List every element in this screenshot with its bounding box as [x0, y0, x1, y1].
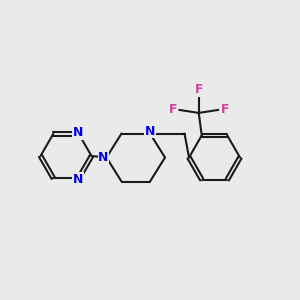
Text: F: F [194, 83, 203, 96]
Text: F: F [168, 103, 177, 116]
Text: N: N [73, 173, 83, 186]
Text: N: N [145, 124, 155, 138]
Text: N: N [73, 126, 83, 139]
Text: N: N [98, 151, 109, 164]
Text: F: F [220, 103, 229, 116]
